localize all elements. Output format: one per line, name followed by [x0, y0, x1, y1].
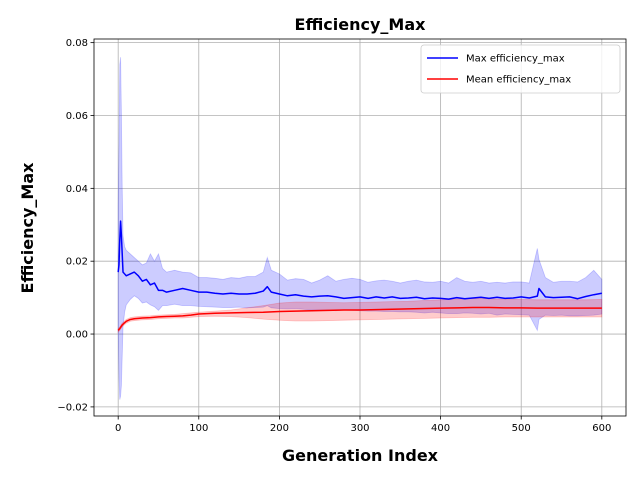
series-lines — [117, 220, 602, 331]
x-tick-label: 300 — [350, 423, 369, 434]
y-tick-label: 0.00 — [66, 330, 88, 341]
legend-label: Max efficiency_max — [466, 54, 565, 65]
y-tick-label: 0.08 — [66, 38, 88, 49]
y-axis-label: Efficiency_Max — [18, 162, 37, 294]
y-tick-label: 0.06 — [66, 111, 88, 122]
x-tick-label: 200 — [270, 423, 289, 434]
series-band-max — [117, 57, 603, 400]
y-tick-label: −0.02 — [57, 402, 88, 413]
legend-label: Mean efficiency_max — [466, 75, 571, 86]
x-tick-label: 400 — [431, 423, 450, 434]
y-tick-label: 0.04 — [66, 184, 88, 195]
legend-box — [420, 44, 621, 94]
x-axis-label: Generation Index — [282, 446, 439, 465]
x-tick-label: 0 — [115, 423, 121, 434]
series-line-max — [117, 220, 602, 300]
chart-title: Efficiency_Max — [295, 15, 427, 34]
y-axis-ticks: −0.02 0.00 0.02 0.04 0.06 0.08 — [57, 38, 94, 413]
x-tick-label: 100 — [189, 423, 208, 434]
x-tick-label: 600 — [592, 423, 611, 434]
x-tick-label: 500 — [512, 423, 531, 434]
legend: Max efficiency_max Mean efficiency_max — [420, 44, 621, 94]
series-line-mean — [117, 306, 602, 331]
grid-lines — [94, 39, 626, 416]
x-axis-ticks: 0 100 200 300 400 500 600 — [115, 416, 611, 434]
y-tick-label: 0.02 — [66, 257, 88, 268]
